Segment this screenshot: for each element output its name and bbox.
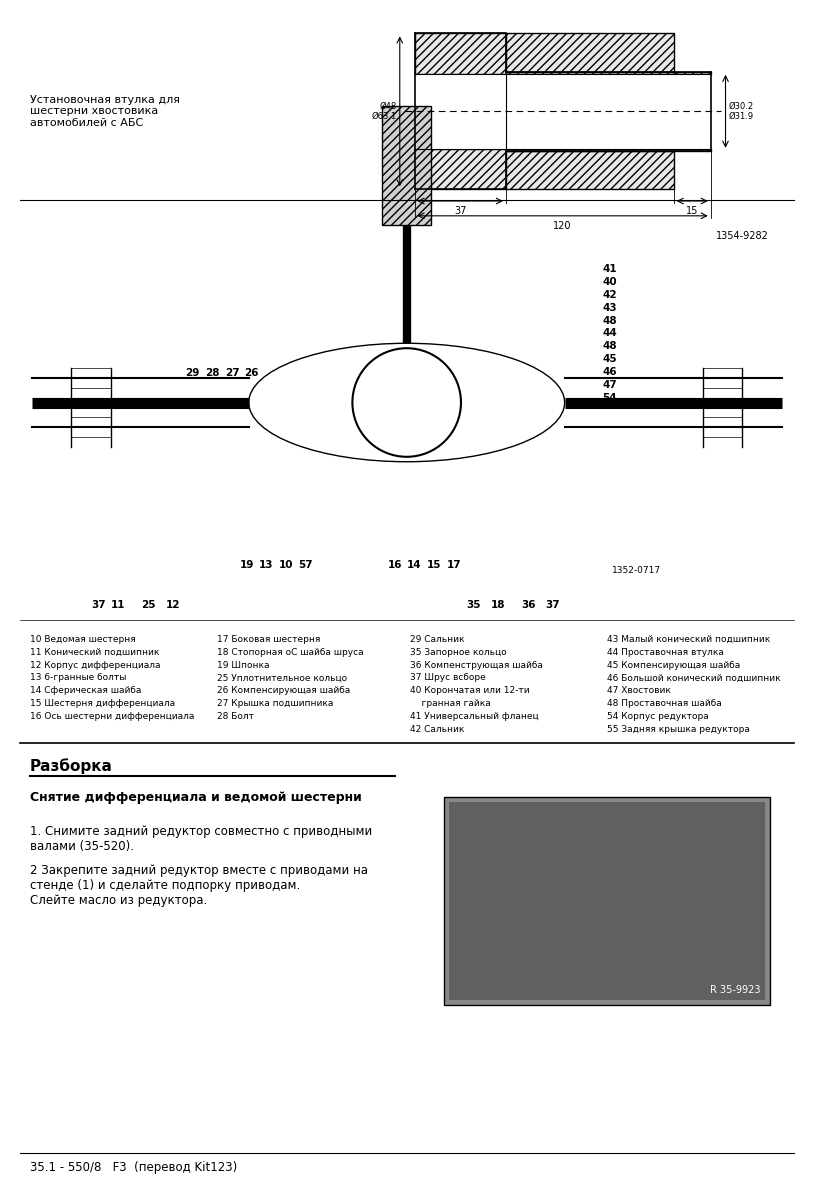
Text: 1354-9282: 1354-9282 [715,230,769,240]
Text: 2 Закрепите задний редуктор вместе с приводами на
стенде (1) и сделайте подпорку: 2 Закрепите задний редуктор вместе с при… [30,865,368,908]
Text: 27: 27 [225,368,239,378]
Text: 44 Проставочная втулка: 44 Проставочная втулка [607,647,724,657]
Text: 28 Болт: 28 Болт [218,712,254,721]
Text: 19 Шпонка: 19 Шпонка [218,661,269,670]
Text: 55 Задняя крышка редуктора: 55 Задняя крышка редуктора [607,725,750,734]
Text: 42 Сальник: 42 Сальник [410,725,464,734]
Text: 15 Шестерня дифференциала: 15 Шестерня дифференциала [30,699,175,708]
Text: 41: 41 [602,264,616,274]
Text: 1. Снимите задний редуктор совместно с приводными
валами (35-520).: 1. Снимите задний редуктор совместно с п… [30,824,372,853]
Text: 15: 15 [686,206,699,216]
Bar [414,33,506,74]
Text: 120: 120 [554,221,572,230]
Text: 25 Уплотнительное кольцо: 25 Уплотнительное кольцо [218,674,347,682]
Text: 17 Боковая шестерня: 17 Боковая шестерня [218,634,321,644]
Text: 19: 19 [240,561,254,570]
Text: 36: 36 [521,600,536,609]
Text: 37: 37 [454,206,466,216]
Text: 46 Большой конический подшипник: 46 Большой конический подшипник [607,674,780,682]
Text: 35 Запорное кольцо: 35 Запорное кольцо [410,647,506,657]
Text: гранная гайка: гранная гайка [410,699,490,708]
Text: 12: 12 [166,600,180,609]
Text: 47: 47 [602,380,617,390]
Text: 48 Проставочная шайба: 48 Проставочная шайба [607,699,722,708]
Text: 37: 37 [545,600,560,609]
Text: 13: 13 [260,561,274,570]
Text: 48: 48 [602,341,616,352]
Text: 12 Корпус дифференциала: 12 Корпус дифференциала [30,661,160,670]
Text: 57: 57 [298,561,313,570]
Bar [506,148,674,151]
Text: 11 Конический подшипник: 11 Конический подшипник [30,647,159,657]
Text: 25: 25 [141,600,155,609]
Text: 14 Сферическая шайба: 14 Сферическая шайба [30,687,141,695]
Text: Снятие дифференциала и ведомой шестерни: Снятие дифференциала и ведомой шестерни [30,791,362,804]
Text: 10 Ведомая шестерня: 10 Ведомая шестерня [30,634,135,644]
Text: 13 6-гранные болты: 13 6-гранные болты [30,674,126,682]
Text: 14: 14 [407,561,422,570]
Text: 16 Ось шестерни дифференциала: 16 Ось шестерни дифференциала [30,712,194,721]
Bar [506,33,674,72]
Text: 54 Корпус редуктора: 54 Корпус редуктора [607,712,709,721]
Text: 29 Сальник: 29 Сальник [410,634,464,644]
Text: 26: 26 [245,368,259,378]
Bar [506,72,674,74]
Text: Разборка: Разборка [30,758,113,773]
Text: 45: 45 [602,354,616,364]
Text: 40 Корончатая или 12-ти: 40 Корончатая или 12-ти [410,687,529,695]
Text: 41 Универсальный фланец: 41 Универсальный фланец [410,712,538,721]
Text: 35: 35 [466,600,481,609]
Text: 47 Хвостовик: 47 Хвостовик [607,687,671,695]
Text: 37: 37 [91,600,106,609]
Text: 45 Компенсирующая шайба: 45 Компенсирующая шайба [607,661,740,670]
Text: 10: 10 [279,561,293,570]
Text: 42: 42 [602,290,616,299]
Text: 29: 29 [185,368,199,378]
Text: 27 Крышка подшипника: 27 Крышка подшипника [218,699,334,708]
Text: 48: 48 [602,316,616,326]
Text: 15: 15 [427,561,442,570]
Text: 18 Стопорная оС шайба шруса: 18 Стопорная оС шайба шруса [218,647,363,657]
Text: 18: 18 [491,600,506,609]
Text: 37 Шрус всборе: 37 Шрус всборе [410,674,485,682]
Text: 36 Компенструющая шайба: 36 Компенструющая шайба [410,661,542,670]
Text: 26 Компенсирующая шайба: 26 Компенсирующая шайба [218,687,350,695]
Text: Установочная втулка для
шестерни хвостовика
автомобилей с АБС: Установочная втулка для шестерни хвостов… [30,95,180,128]
Text: 35.1 - 550/8   F3  (перевод Kit123): 35.1 - 550/8 F3 (перевод Kit123) [30,1161,236,1174]
Bar [30,215,780,590]
Text: 43: 43 [602,303,616,312]
Text: 1352-0717: 1352-0717 [612,565,661,575]
Text: 54: 54 [602,392,616,403]
Text: 44: 44 [602,328,617,339]
Text: 11: 11 [111,600,126,609]
Bar [382,107,431,225]
Text: 40: 40 [602,277,616,287]
Bar [506,151,674,189]
Text: 17: 17 [447,561,461,570]
Text: 43 Малый конический подшипник: 43 Малый конический подшипник [607,634,770,644]
Bar [674,72,711,74]
Text: 16: 16 [387,561,402,570]
Text: R 35-9923: R 35-9923 [709,985,760,994]
Text: Ø30.2
Ø31.9: Ø30.2 Ø31.9 [728,102,754,121]
Bar [449,802,765,999]
Bar [444,797,770,1005]
Bar [674,148,711,151]
Text: 46: 46 [602,367,616,377]
Bar [414,148,506,189]
Text: 28: 28 [205,368,219,378]
Bar [414,74,711,148]
Text: Ø48
Ø63.1: Ø48 Ø63.1 [372,102,397,121]
